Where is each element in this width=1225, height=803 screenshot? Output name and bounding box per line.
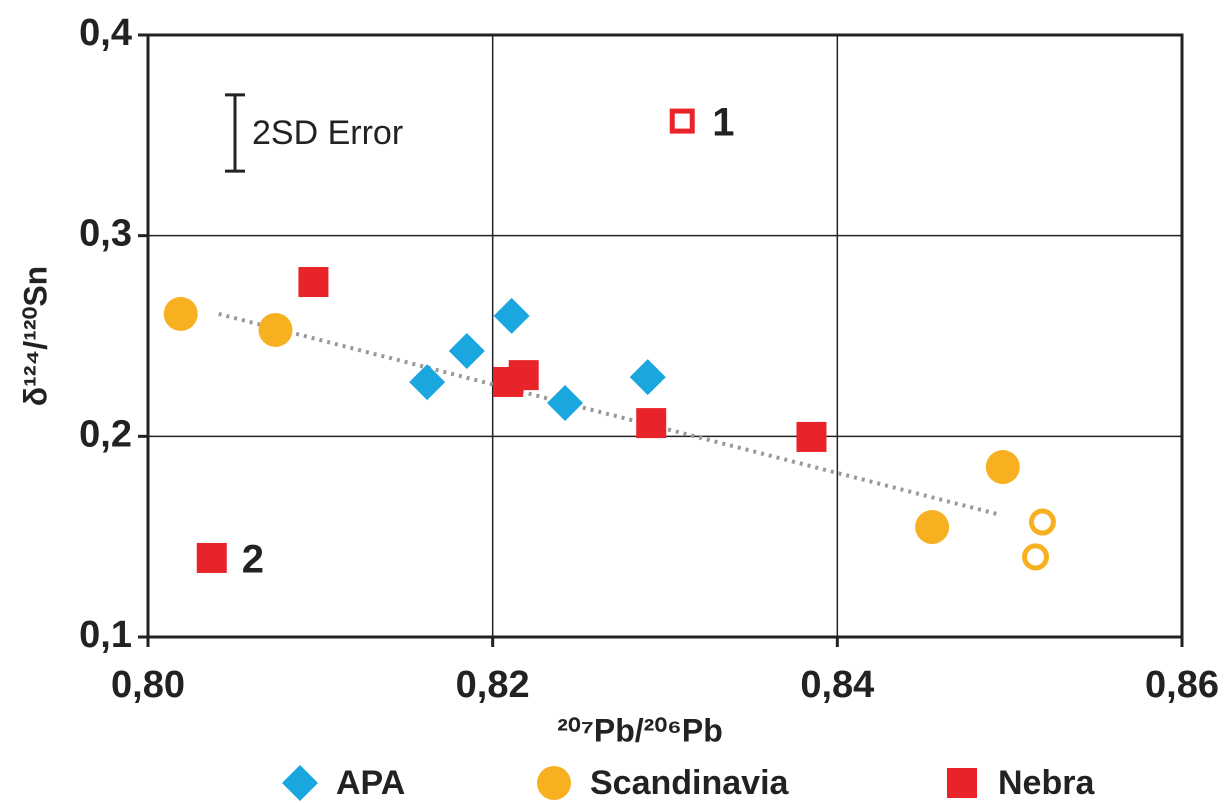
legend-label: Nebra	[998, 764, 1095, 802]
point	[163, 296, 198, 331]
point	[196, 542, 227, 573]
point	[508, 360, 539, 391]
point	[915, 510, 950, 545]
legend-marker	[537, 766, 571, 800]
point	[1028, 508, 1056, 536]
point	[629, 359, 666, 396]
x-axis-label: ²⁰⁷Pb/²⁰⁶Pb	[557, 712, 723, 748]
x-tick-label: 0,86	[1145, 664, 1219, 706]
x-tick-label: 0,82	[456, 664, 530, 706]
point	[636, 408, 667, 439]
legend-marker	[947, 768, 977, 798]
point	[493, 297, 530, 334]
point	[796, 421, 827, 452]
point	[448, 333, 485, 370]
point	[1022, 543, 1050, 571]
error-bar	[225, 93, 245, 173]
y-tick-label: 0,2	[79, 413, 132, 455]
point	[985, 450, 1020, 485]
y-tick-label: 0,4	[79, 12, 132, 54]
point	[298, 267, 329, 298]
point	[547, 385, 584, 422]
point-label: 1	[712, 101, 734, 145]
legend-label: APA	[336, 764, 405, 802]
trend-line	[218, 311, 1000, 517]
legend-marker	[282, 765, 318, 801]
point	[669, 108, 695, 134]
x-tick-label: 0,84	[800, 664, 874, 706]
y-axis-label: δ¹²⁴/¹²⁰Sn	[17, 266, 53, 406]
point-label: 2	[242, 537, 264, 581]
plot-frame	[146, 33, 1184, 639]
point	[258, 312, 293, 347]
y-tick-label: 0,1	[79, 614, 132, 656]
y-tick-label: 0,3	[79, 213, 132, 255]
x-tick-label: 0,80	[111, 664, 185, 706]
error-label: 2SD Error	[252, 114, 403, 152]
legend-label: Scandinavia	[590, 764, 790, 802]
point	[409, 364, 446, 401]
